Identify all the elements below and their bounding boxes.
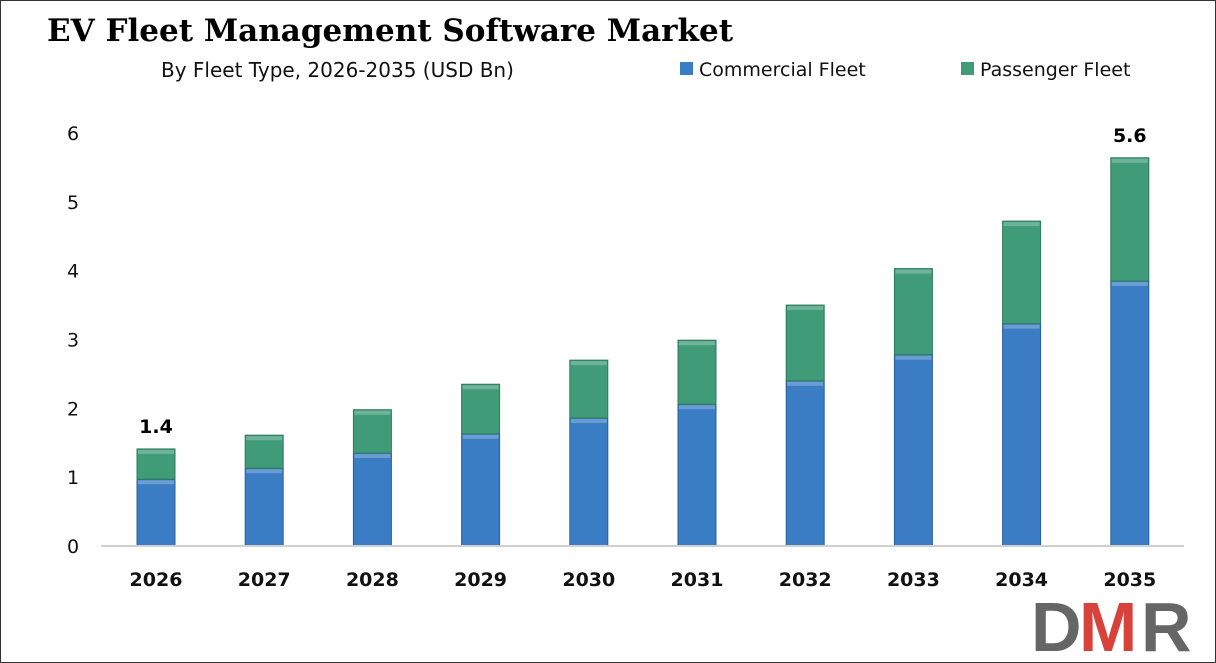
bar-commercial-2035 <box>1110 280 1150 547</box>
data-labels: 1.4 5.6 <box>139 125 1146 438</box>
chart-title: EV Fleet Management Software Market <box>47 13 734 49</box>
x-tick-label: 2032 <box>779 569 832 591</box>
data-label: 5.6 <box>1113 125 1147 147</box>
x-axis: 2026 2027 2028 2029 2030 2031 2032 2033 2034 2035 <box>130 569 1157 591</box>
x-tick-label: 2027 <box>238 569 291 591</box>
bar-passenger-2028 <box>352 409 392 454</box>
bar-passenger-2034 <box>1002 220 1042 325</box>
x-tick-label: 2034 <box>995 569 1048 591</box>
x-tick-label: 2031 <box>671 569 724 591</box>
bar-commercial-2032 <box>785 380 825 547</box>
legend-swatch-passenger <box>961 62 974 75</box>
data-label: 1.4 <box>139 416 173 438</box>
bar-passenger-2031 <box>677 339 717 405</box>
bar-passenger-2030 <box>569 359 609 419</box>
x-tick-label: 2033 <box>887 569 940 591</box>
bar-passenger-2035 <box>1110 157 1150 282</box>
bar-passenger-2029 <box>461 383 501 435</box>
bar-bevel <box>354 410 391 415</box>
bar-bevel <box>679 405 715 410</box>
bar-commercial-2028 <box>352 452 392 547</box>
logo-m: M <box>1079 588 1137 663</box>
bar-bevel <box>895 269 932 274</box>
legend-label-passenger: Passenger Fleet <box>980 59 1130 81</box>
x-tick-label: 2026 <box>130 569 183 591</box>
bar-bevel <box>570 361 607 366</box>
y-axis: 0 1 2 3 4 5 6 <box>67 123 79 558</box>
bar-bevel <box>462 385 499 390</box>
y-tick-label: 3 <box>67 330 79 352</box>
legend-label-commercial: Commercial Fleet <box>699 59 866 81</box>
bar-passenger-2033 <box>893 268 933 356</box>
bar-commercial-2027 <box>244 467 284 547</box>
bar-bevel <box>138 449 174 454</box>
bar-bevel <box>1111 281 1148 286</box>
legend-swatch-commercial <box>680 62 693 75</box>
bar-commercial-2030 <box>569 417 609 547</box>
bar-bevel <box>462 434 499 439</box>
bar-bevel <box>570 418 607 423</box>
bar-commercial-2026 <box>136 478 176 547</box>
bar-commercial-2031 <box>677 403 717 547</box>
bar-bevel <box>1003 324 1040 329</box>
bar-passenger-2027 <box>244 434 284 469</box>
x-tick-label: 2029 <box>454 569 507 591</box>
bar-bevel <box>679 341 715 346</box>
logo-r: R <box>1141 588 1192 663</box>
y-tick-label: 1 <box>67 467 79 489</box>
dmr-logo: D M R <box>1031 588 1192 663</box>
bar-bevel <box>1003 222 1040 227</box>
y-tick-label: 2 <box>67 398 79 420</box>
y-tick-label: 5 <box>67 192 79 214</box>
y-tick-label: 4 <box>67 261 79 283</box>
bar-bevel <box>895 355 932 360</box>
bar-bevel <box>246 436 283 441</box>
bar-bevel <box>787 381 824 386</box>
x-tick-label: 2028 <box>346 569 399 591</box>
y-tick-label: 0 <box>67 536 79 558</box>
bar-commercial-2029 <box>461 433 501 547</box>
bar-passenger-2026 <box>136 448 176 480</box>
x-tick-label: 2035 <box>1103 569 1156 591</box>
x-tick-label: 2030 <box>562 569 615 591</box>
chart-subtitle: By Fleet Type, 2026-2035 (USD Bn) <box>161 58 514 82</box>
bar-commercial-2033 <box>893 354 933 547</box>
bar-bevel <box>787 306 824 311</box>
logo-d: D <box>1031 588 1082 663</box>
y-tick-label: 6 <box>67 123 79 145</box>
legend: Commercial Fleet Passenger Fleet <box>680 59 1130 81</box>
bar-bevel <box>354 454 391 459</box>
bar-bevel <box>246 469 283 474</box>
bar-passenger-2032 <box>785 304 825 382</box>
bar-bevel <box>1111 158 1148 163</box>
bar-bevel <box>138 480 174 485</box>
bar-commercial-2034 <box>1002 323 1042 547</box>
bars <box>136 157 1150 547</box>
